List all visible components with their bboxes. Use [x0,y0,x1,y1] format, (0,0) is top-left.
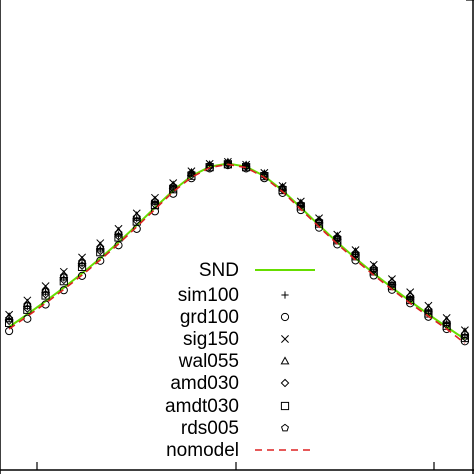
data-point-wal055 [168,180,178,189]
data-point-rds005 [150,197,159,205]
legend-key-amd030 [280,378,290,388]
data-point-rds005 [242,161,251,170]
data-point-grd100 [5,326,14,336]
series-line-nomodel [8,163,466,344]
data-point-amdt030 [23,305,32,314]
data-point-grd100 [77,271,87,280]
series-layer [4,157,470,346]
data-point-amdt030 [77,262,87,271]
legend-label-nomodel: nomodel [166,440,239,461]
legend-label-sim100: sim100 [178,285,239,306]
legend-label-snd: SND [199,260,239,281]
data-point-rds005 [296,200,305,208]
legend: SND sim100 grd100 sig150 wal055 amd030 a… [165,260,315,461]
data-point-rds005 [59,272,68,281]
data-point-amdt030 [278,185,287,195]
data-point-rds005 [114,229,123,237]
legend-key-rds005 [280,423,290,432]
data-point-rds005 [351,249,360,257]
data-point-amdt030 [96,248,105,257]
data-point-amdt030 [59,277,68,286]
data-point-rds005 [41,287,50,295]
data-point-wal055 [332,231,342,240]
data-point-grd100 [114,241,123,250]
data-point-grd100 [169,189,178,198]
legend-label-sig150: sig150 [183,329,239,350]
legend-label-wal055: wal055 [178,351,239,372]
data-point-rds005 [132,213,141,221]
data-point-rds005 [187,169,196,177]
data-point-amdt030 [5,318,14,327]
series-nomodel [8,163,466,344]
data-point-grd100 [41,300,50,309]
data-point-rds005 [5,314,14,323]
legend-labels: SND sim100 grd100 sig150 wal055 amd030 a… [165,260,239,461]
data-point-rds005 [169,182,178,190]
data-point-amdt030 [460,333,469,343]
data-point-rds005 [369,264,378,272]
legend-key-wal055 [280,356,290,365]
data-point-amdt030 [41,291,50,300]
data-point-rds005 [96,243,105,252]
legend-key-grd100 [280,312,290,322]
data-point-rds005 [387,278,396,287]
data-point-rds005 [406,292,415,301]
legend-label-amd030: amd030 [170,373,239,394]
data-point-rds005 [315,216,324,225]
data-point-amdt030 [132,217,141,226]
data-point-amdt030 [114,233,123,242]
data-point-rds005 [23,301,32,310]
data-point-rds005 [460,330,469,338]
data-point-rds005 [78,258,87,267]
data-point-grd100 [96,256,105,265]
data-point-wal055 [150,195,160,204]
data-point-rds005 [442,318,451,326]
data-point-grd100 [59,286,68,295]
legend-label-amdt030: amdt030 [165,396,239,417]
legend-key-sim100 [281,291,289,299]
data-point-amdt030 [205,163,214,172]
data-point-rds005 [223,158,232,167]
legend-keys [255,269,315,451]
data-point-rds005 [424,305,433,314]
legend-label-grd100: grd100 [180,307,239,328]
data-point-rds005 [333,233,342,241]
legend-key-sig150 [281,335,289,343]
legend-key-amdt030 [280,401,290,411]
legend-label-rds005: rds005 [181,418,239,439]
